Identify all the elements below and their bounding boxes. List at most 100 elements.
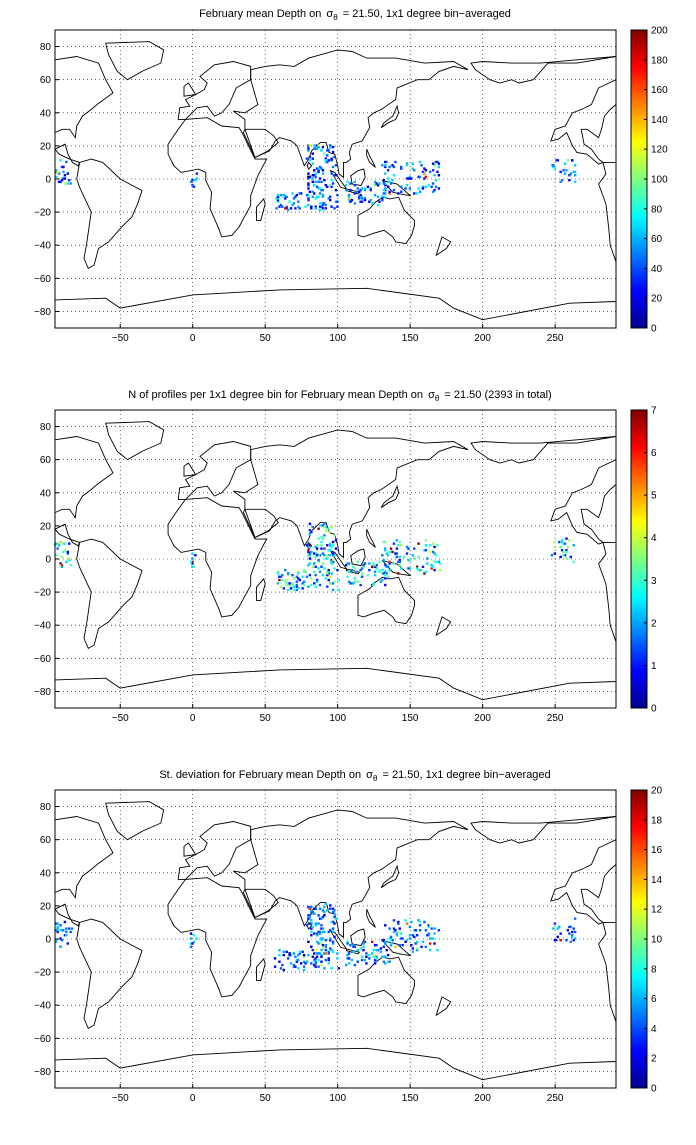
data-bin bbox=[307, 149, 310, 152]
colorbar-tick-label: 2 bbox=[651, 1054, 657, 1065]
data-bin bbox=[301, 587, 304, 590]
data-bin bbox=[350, 568, 354, 572]
data-bin bbox=[433, 568, 436, 572]
coastline bbox=[345, 948, 361, 955]
data-bin bbox=[375, 955, 378, 958]
data-bin bbox=[375, 182, 378, 185]
data-bin bbox=[320, 953, 323, 957]
data-bin bbox=[424, 185, 428, 189]
data-bin bbox=[352, 582, 355, 585]
data-bin bbox=[333, 155, 336, 159]
data-bin bbox=[344, 188, 348, 192]
data-bin bbox=[308, 532, 312, 535]
data-bin bbox=[388, 927, 391, 930]
coastline bbox=[177, 441, 252, 500]
data-bin bbox=[323, 202, 326, 205]
data-bin bbox=[373, 960, 377, 963]
panel-1-data-bins bbox=[55, 144, 577, 212]
data-bin bbox=[286, 572, 290, 575]
data-bin bbox=[315, 922, 319, 925]
data-bin bbox=[398, 943, 401, 947]
data-bin bbox=[346, 957, 349, 960]
data-bin bbox=[310, 912, 313, 915]
data-bin bbox=[313, 907, 316, 910]
data-bin bbox=[373, 962, 377, 965]
data-bin bbox=[392, 927, 396, 930]
data-bin bbox=[365, 962, 368, 965]
data-bin bbox=[426, 934, 429, 937]
data-bin bbox=[328, 542, 332, 545]
data-bin bbox=[328, 929, 332, 932]
data-bin bbox=[292, 577, 296, 580]
data-bin bbox=[314, 545, 317, 549]
data-bin bbox=[278, 578, 281, 582]
data-bin bbox=[314, 205, 317, 208]
data-bin bbox=[372, 562, 375, 565]
data-bin bbox=[310, 577, 313, 580]
data-bin bbox=[418, 160, 422, 164]
data-bin bbox=[308, 554, 312, 557]
data-bin bbox=[291, 583, 294, 587]
data-bin bbox=[431, 937, 435, 940]
data-bin bbox=[302, 583, 306, 587]
data-bin bbox=[384, 577, 387, 580]
data-bin bbox=[352, 950, 355, 953]
data-bin bbox=[307, 177, 310, 180]
colorbar-tick-label: 10 bbox=[651, 935, 663, 946]
data-bin bbox=[373, 180, 377, 184]
data-bin bbox=[384, 924, 387, 927]
data-bin bbox=[324, 157, 328, 160]
data-bin bbox=[330, 572, 333, 575]
data-bin bbox=[307, 183, 310, 187]
panel-2-x-ticks: −50 0 50 100 150 200 250 bbox=[112, 704, 564, 724]
panel-1-title-prefix: February mean Depth on bbox=[199, 8, 321, 20]
coastline bbox=[167, 117, 268, 238]
data-bin bbox=[365, 952, 368, 955]
y-tick-label: −80 bbox=[34, 1067, 51, 1078]
data-bin bbox=[328, 554, 332, 557]
x-tick-label: 200 bbox=[474, 1093, 491, 1104]
data-bin bbox=[384, 942, 387, 945]
data-bin bbox=[410, 943, 413, 947]
data-bin bbox=[310, 945, 313, 949]
data-bin bbox=[323, 547, 326, 550]
data-bin bbox=[362, 942, 365, 945]
coastline bbox=[470, 56, 617, 84]
data-bin bbox=[331, 552, 335, 555]
data-bin bbox=[382, 939, 386, 942]
data-bin bbox=[192, 185, 196, 189]
data-bin bbox=[307, 172, 310, 175]
data-bin bbox=[314, 948, 317, 952]
data-bin bbox=[384, 172, 387, 175]
data-bin bbox=[314, 197, 317, 200]
data-bin bbox=[427, 925, 430, 929]
data-bin bbox=[352, 565, 355, 569]
data-bin bbox=[328, 183, 332, 187]
data-bin bbox=[395, 934, 399, 937]
panel-2-data-bins bbox=[53, 522, 575, 592]
data-bin bbox=[344, 963, 348, 967]
data-bin bbox=[349, 182, 352, 185]
colorbar-tick-label: 40 bbox=[651, 264, 663, 275]
data-bin bbox=[392, 919, 396, 922]
data-bin bbox=[276, 198, 280, 202]
data-bin bbox=[355, 570, 358, 573]
data-bin bbox=[371, 202, 374, 205]
data-bin bbox=[563, 162, 567, 165]
data-bin bbox=[388, 937, 391, 940]
data-bin bbox=[295, 583, 299, 587]
coastline bbox=[54, 816, 114, 899]
data-bin bbox=[573, 917, 577, 920]
data-bin bbox=[411, 162, 415, 165]
data-bin bbox=[331, 907, 335, 910]
data-bin bbox=[573, 180, 577, 184]
data-bin bbox=[295, 193, 299, 197]
data-bin bbox=[282, 587, 285, 590]
data-bin bbox=[305, 575, 309, 578]
data-bin bbox=[318, 952, 322, 955]
data-bin bbox=[421, 565, 425, 569]
data-bin bbox=[195, 177, 199, 180]
data-bin bbox=[317, 187, 320, 190]
data-bin bbox=[559, 180, 562, 184]
data-bin bbox=[562, 554, 565, 557]
